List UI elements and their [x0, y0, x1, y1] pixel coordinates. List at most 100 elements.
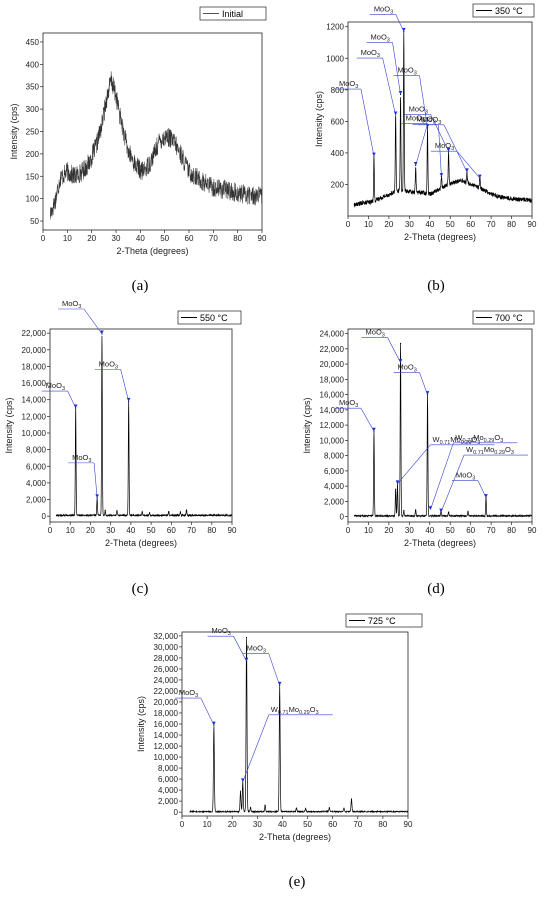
y-tick-label: 8,000 — [324, 452, 345, 461]
annotation-label: W0.71Mo0.29O3 — [271, 705, 319, 716]
y-axis-label: Intensity (cps) — [314, 91, 324, 147]
y-tick-label: 10,000 — [154, 753, 179, 762]
annotation-arrow — [240, 778, 245, 782]
y-tick-label: 350 — [26, 83, 40, 92]
x-tick-label: 50 — [446, 220, 455, 229]
legend-label: 350 °C — [495, 6, 523, 16]
annotation-label: MoO3 — [416, 115, 435, 126]
annotation-label: MoO3 — [179, 688, 198, 699]
y-tick-label: 8,000 — [158, 764, 179, 773]
y-tick-label: 2,000 — [158, 797, 179, 806]
peak-annotation: MoO3 — [369, 4, 406, 32]
annotation-leader — [120, 369, 129, 402]
peak-point — [328, 807, 331, 809]
y-tick-label: 14,000 — [320, 406, 345, 415]
x-tick-label: 80 — [207, 526, 216, 535]
peak-point — [304, 808, 307, 810]
peak-annotation: MoO3 — [361, 328, 403, 363]
annotation-label: MoO3 — [247, 643, 266, 654]
peak-annotation: MoO3 — [41, 381, 78, 409]
y-tick-label: 16,000 — [22, 379, 47, 388]
y-tick-label: 20,000 — [22, 346, 47, 355]
x-tick-label: 0 — [346, 220, 351, 229]
y-tick-label: 0 — [340, 513, 345, 522]
peak-point — [116, 510, 118, 512]
y-tick-label: 10,000 — [22, 429, 47, 438]
y-tick-label: 2,000 — [26, 496, 47, 505]
y-tick-label: 16,000 — [154, 720, 179, 729]
annotation-label: W0.71Mo0.29O3 — [466, 445, 514, 456]
annotation-leader — [83, 308, 103, 335]
peak-annotation: MoO3 — [366, 33, 403, 95]
annotation-label: MoO3 — [212, 626, 231, 637]
y-tick-label: 1200 — [326, 23, 344, 32]
y-tick-label: 0 — [174, 808, 179, 817]
annotation-arrow — [478, 174, 482, 179]
annotation-label: MoO3 — [339, 79, 358, 90]
legend-box — [472, 310, 535, 325]
annotation-arrow — [100, 330, 104, 334]
peak-point — [148, 512, 151, 514]
x-tick-label: 0 — [48, 526, 53, 535]
series-line — [353, 343, 533, 518]
annotation-arrow — [446, 147, 451, 152]
chart-panel-a: 0 10 20 30 40 50 60 70 80 90 50 100 150 200 250 300 350 4… — [9, 6, 267, 256]
annotation-leader — [233, 636, 247, 662]
peak-annotation: MoO3 — [356, 48, 398, 116]
y-tick-label: 18,000 — [320, 375, 345, 384]
series-line — [55, 335, 233, 518]
annotation-label: MoO3 — [62, 299, 81, 310]
annotation-leader — [443, 124, 468, 172]
x-tick-label: 10 — [66, 526, 75, 535]
peak-annotation: MoO3 — [94, 359, 131, 402]
x-tick-label: 60 — [466, 220, 475, 229]
x-tick-label: 30 — [405, 220, 414, 229]
annotation-leader — [415, 123, 428, 166]
peak-annotation: MoO3 — [68, 453, 99, 498]
y-tick-label: 8,000 — [26, 446, 47, 455]
peak-annotation: W0.71Mo0.29O3 — [240, 705, 333, 782]
x-tick-label: 30 — [405, 526, 414, 535]
plot-frame — [347, 21, 533, 217]
annotation-label: W0.71Mo0.29O3 — [455, 433, 503, 444]
y-tick-label: 20,000 — [154, 698, 179, 707]
panel-caption: (e) — [289, 874, 306, 890]
y-tick-label: 28,000 — [154, 654, 179, 663]
y-tick-label: 20,000 — [320, 360, 345, 369]
peak-annotation: MoO3 — [401, 114, 428, 166]
legend-box — [199, 6, 267, 21]
x-tick-label: 10 — [203, 820, 212, 829]
x-axis-label: 2-Theta (degrees) — [259, 832, 331, 842]
legend: 700 °C — [472, 310, 535, 325]
annotation-arrow — [428, 506, 433, 510]
annotation-label: MoO3 — [422, 115, 441, 126]
peak-annotation: W0.71Mo0.29O3 — [428, 433, 518, 510]
panel-caption: (d) — [427, 581, 445, 597]
x-tick-label: 30 — [253, 820, 262, 829]
peak-point — [249, 807, 252, 809]
annotation-label: MoO3 — [398, 66, 417, 77]
series-line — [189, 638, 409, 814]
annotation-arrow — [395, 480, 400, 484]
annotation-arrow — [277, 681, 282, 686]
x-tick-label: 60 — [466, 526, 475, 535]
x-tick-label: 50 — [147, 526, 156, 535]
x-tick-label: 90 — [258, 234, 267, 243]
x-tick-label: 70 — [487, 526, 496, 535]
x-tick-label: 70 — [187, 526, 196, 535]
x-tick-label: 20 — [228, 820, 237, 829]
peak-annotation: MoO3 — [242, 643, 282, 686]
x-tick-label: 80 — [233, 234, 242, 243]
peak-point — [185, 509, 188, 511]
x-tick-label: 40 — [126, 526, 135, 535]
y-tick-label: 200 — [26, 150, 40, 159]
legend-label: Initial — [222, 9, 243, 19]
y-tick-label: 4,000 — [324, 482, 345, 491]
x-tick-label: 70 — [209, 234, 218, 243]
y-axis-label: Intensity (cps) — [302, 397, 312, 453]
legend: 725 °C — [345, 613, 423, 628]
annotation-arrow — [95, 494, 99, 498]
y-tick-label: 22,000 — [154, 687, 179, 696]
annotation-arrow — [425, 391, 430, 395]
